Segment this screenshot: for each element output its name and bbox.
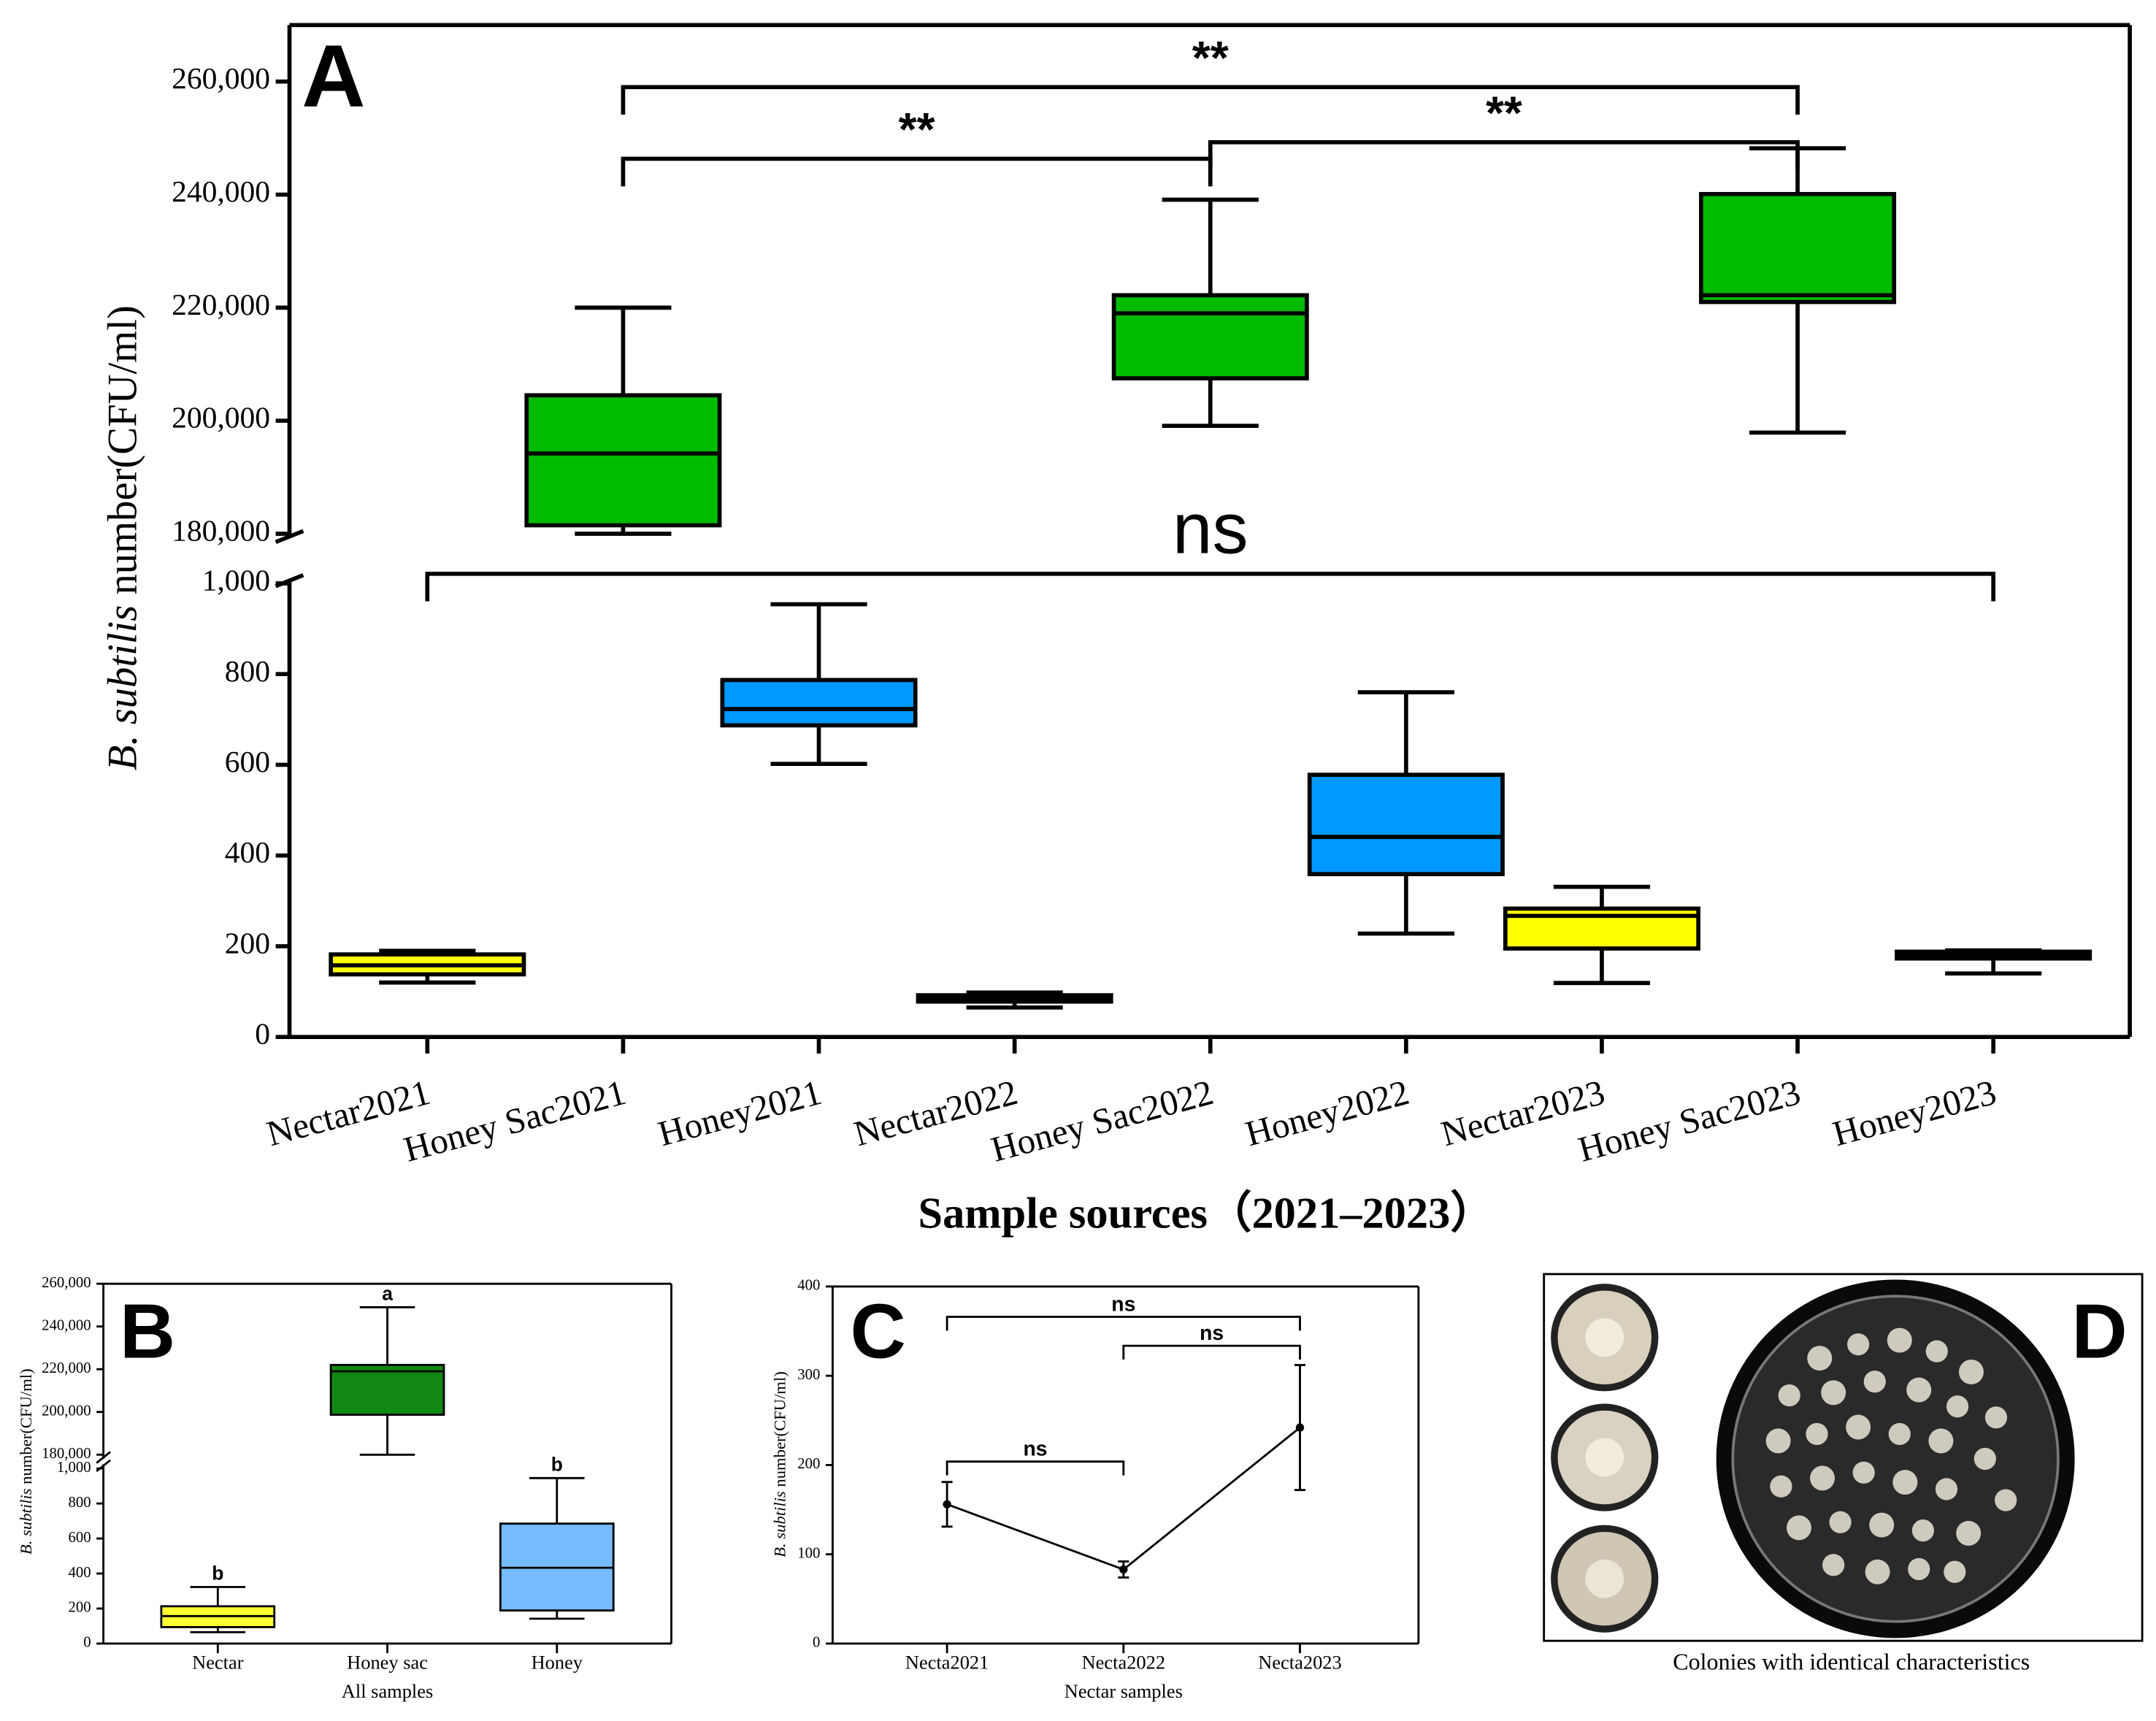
- x-tick-label: Honey Sac2022: [987, 1072, 1218, 1170]
- x-tick-label: Necta2021: [905, 1651, 989, 1673]
- x-tick-label: Honey2022: [1241, 1072, 1413, 1154]
- box: [720, 678, 918, 728]
- y-tick-label: 220,000: [42, 1360, 91, 1376]
- y-tick-label: 600: [68, 1530, 91, 1546]
- significance-text: **: [1192, 31, 1229, 84]
- point: [1119, 1565, 1128, 1574]
- x-tick-label: Honey2023: [1828, 1072, 2000, 1154]
- petri-dish: [1716, 1279, 2075, 1638]
- x-tick-label: Honey2021: [654, 1072, 826, 1154]
- y-tick-label: 1,000: [57, 1460, 91, 1476]
- y-axis-label-italic: B. subtilis: [771, 1491, 789, 1557]
- y-tick-label: 180,000: [42, 1446, 91, 1462]
- y-tick-label: 240,000: [42, 1317, 91, 1333]
- y-axis-label: B. subtilis number(CFU/ml): [771, 1371, 789, 1557]
- y-tick-label: 100: [797, 1545, 820, 1561]
- y-axis-label-text: number(CFU/ml): [17, 1368, 35, 1484]
- y-tick-label: 200,000: [172, 401, 270, 434]
- y-tick-label: 800: [225, 654, 270, 688]
- y-axis-label: B. subtilis number(CFU/ml): [101, 305, 146, 770]
- colony-photos: [1551, 1284, 1659, 1633]
- y-tick-label: 260,000: [172, 61, 270, 95]
- y-axis-label-text: number(CFU/ml): [771, 1371, 789, 1487]
- box: [1111, 293, 1309, 380]
- y-tick-label: 240,000: [172, 175, 270, 208]
- y-tick-label: 600: [225, 745, 270, 778]
- significance-bracket: [1208, 139, 1800, 170]
- y-tick-label: 300: [797, 1367, 820, 1383]
- significance-bracket: [1122, 1344, 1301, 1360]
- significance-text: **: [1486, 86, 1522, 139]
- box: [1699, 191, 1897, 304]
- y-tick-label: 220,000: [172, 288, 270, 321]
- significance-bracket: [945, 1460, 1125, 1476]
- y-tick-label: 800: [68, 1495, 91, 1511]
- y-axis-label: B. subtilis number(CFU/ml): [17, 1368, 35, 1555]
- significance-bracket: [945, 1316, 1301, 1331]
- y-tick-label: 260,000: [42, 1275, 91, 1291]
- panel-label: B: [120, 1289, 175, 1375]
- y-tick-label: 200: [797, 1456, 820, 1472]
- significance-bracket: [621, 85, 1800, 115]
- significance-letter: b: [212, 1562, 223, 1584]
- y-tick-label: 0: [83, 1635, 91, 1651]
- point: [943, 1500, 951, 1509]
- y-tick-label: 1,000: [202, 564, 270, 597]
- y-tick-label: 180,000: [172, 514, 270, 548]
- axis-break: [96, 1451, 111, 1464]
- y-tick-label: 200: [68, 1600, 91, 1616]
- y-tick-label: 400: [68, 1565, 91, 1581]
- x-axis-label: Sample sources（2021–2023）: [918, 1188, 1494, 1238]
- y-tick-label: 200,000: [42, 1403, 91, 1419]
- point: [1295, 1423, 1305, 1432]
- significance-letter: a: [382, 1282, 393, 1304]
- y-axis-label-italic: B. subtilis: [17, 1488, 35, 1555]
- caption: Colonies with identical characteristics: [1673, 1649, 2030, 1675]
- y-tick-label: 400: [797, 1278, 820, 1294]
- x-tick-label: Honey Sac2021: [399, 1072, 630, 1170]
- panel-label: A: [302, 27, 365, 126]
- x-axis-label: Nectar samples: [1064, 1680, 1183, 1702]
- y-tick-label: 400: [225, 835, 270, 869]
- x-axis-label: All samples: [342, 1680, 434, 1702]
- x-tick-label: Honey sac: [347, 1651, 428, 1673]
- y-axis-label-italic: B. subtilis: [101, 605, 146, 771]
- significance-text: ns: [1200, 1322, 1224, 1345]
- significance-text: ns: [1023, 1438, 1047, 1461]
- y-axis-label-text: number(CFU/ml): [101, 305, 146, 594]
- significance-text: **: [899, 103, 935, 156]
- box: [1307, 773, 1505, 877]
- significance-text: ns: [1173, 488, 1248, 569]
- significance-text: ns: [1111, 1292, 1135, 1316]
- panel-d-frame: [1543, 1273, 2144, 1642]
- box: [524, 393, 722, 528]
- y-tick-label: 0: [255, 1017, 270, 1051]
- panel-label: D: [2071, 1289, 2127, 1375]
- x-tick-label: Honey: [532, 1651, 583, 1673]
- axis-break: [275, 529, 304, 544]
- x-tick-label: Necta2023: [1258, 1651, 1341, 1673]
- line: [946, 1426, 1301, 1571]
- y-tick-label: 0: [813, 1635, 820, 1651]
- x-tick-label: Nectar: [192, 1651, 244, 1673]
- box: [329, 1363, 445, 1416]
- significance-letter: b: [551, 1453, 563, 1475]
- x-tick-label: Necta2022: [1082, 1651, 1165, 1673]
- significance-bracket: [621, 156, 1213, 187]
- y-tick-label: 200: [225, 926, 270, 959]
- panel-label: C: [851, 1289, 906, 1375]
- significance-bracket: [425, 571, 1996, 602]
- x-tick-label: Honey Sac2023: [1574, 1072, 1805, 1170]
